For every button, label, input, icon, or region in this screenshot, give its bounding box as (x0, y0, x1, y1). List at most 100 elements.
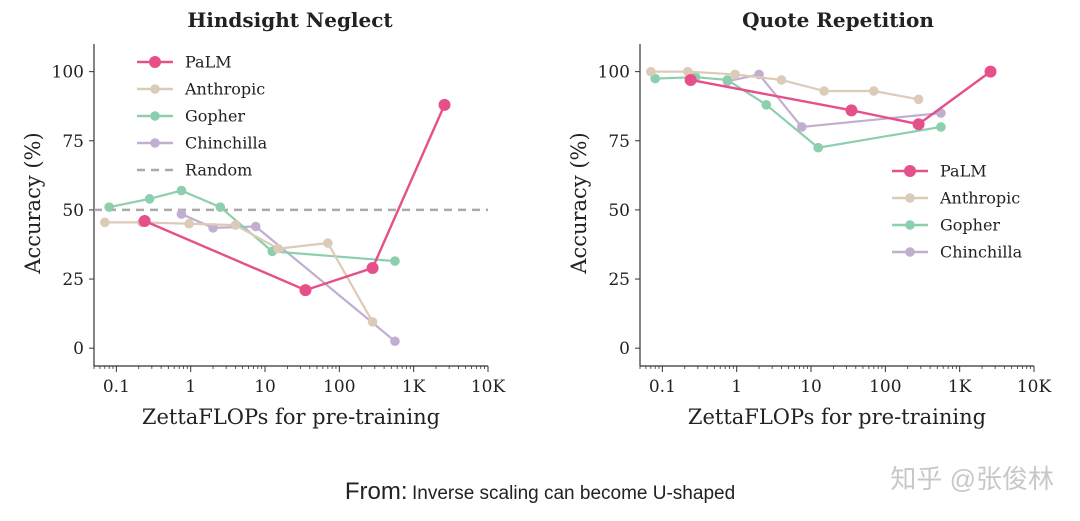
data-point-chinchilla (176, 209, 187, 219)
x-tick-label: 100 (323, 377, 355, 397)
data-point-gopher (761, 100, 772, 110)
chart-title: Quote Repetition (742, 8, 934, 32)
series-chinchilla (176, 209, 400, 347)
legend: PaLM Anthropic Gopher Chinchilla (892, 162, 1023, 262)
series-anthropic (100, 217, 378, 327)
data-point-gopher (104, 202, 114, 212)
y-tick-label: 25 (608, 270, 630, 290)
y-tick-label: 75 (608, 132, 630, 152)
chart-title: Hindsight Neglect (187, 8, 393, 32)
legend-label-random: Random (185, 161, 252, 180)
y-tick-label: 25 (62, 270, 84, 290)
data-point-gopher (176, 185, 187, 196)
x-tick-label: 0.1 (103, 377, 130, 397)
legend-marker-gopher (905, 220, 915, 230)
x-axis-label: ZettaFLOPs for pre-training (688, 405, 986, 429)
data-point-palm (984, 65, 997, 78)
data-point-chinchilla (796, 122, 807, 132)
series-gopher (104, 185, 400, 266)
series-anthropic (646, 66, 924, 105)
y-tick-label: 75 (62, 132, 84, 152)
legend-label-chinchilla: Chinchilla (940, 243, 1023, 262)
data-point-gopher (144, 194, 155, 204)
legend-label-chinchilla: Chinchilla (185, 134, 268, 153)
data-point-gopher (936, 122, 946, 132)
data-point-chinchilla (250, 221, 261, 232)
series-line-anthropic (104, 221, 374, 323)
data-point-gopher (650, 73, 660, 84)
data-point-palm (138, 214, 151, 227)
x-tick-label: 10 (800, 377, 822, 397)
y-axis-label: Accuracy (%) (21, 132, 45, 274)
legend-label-palm: PaLM (185, 53, 232, 72)
legend-label-gopher: Gopher (940, 216, 1000, 235)
x-tick-label: 1K (948, 377, 972, 397)
data-point-anthropic (367, 317, 378, 327)
series-line-chinchilla (727, 73, 942, 129)
legend-marker-chinchilla (905, 247, 915, 257)
data-point-gopher (722, 75, 733, 85)
data-point-anthropic (730, 69, 740, 80)
chart-hindsight-neglect: Hindsight Neglect 0 25 50 75 100 0.1 1 10 100 1K 10… (21, 8, 505, 429)
x-tick-label: 1K (402, 377, 426, 397)
caption-text: Inverse scaling can become U-shaped (411, 483, 736, 504)
series-line-palm (144, 104, 446, 292)
legend-label-palm: PaLM (940, 162, 987, 181)
data-point-palm (684, 73, 697, 86)
y-tick-label: 0 (73, 339, 84, 359)
data-point-anthropic (230, 220, 241, 230)
data-point-anthropic (913, 94, 924, 105)
legend-label-gopher: Gopher (185, 107, 245, 126)
series-line-gopher (655, 76, 942, 149)
series-line-palm (690, 70, 992, 126)
data-point-anthropic (323, 238, 333, 248)
y-tick-label: 50 (62, 201, 84, 221)
caption-from-label: From: (344, 478, 408, 505)
series-palm (138, 98, 451, 297)
data-point-anthropic (776, 75, 787, 85)
y-tick-label: 0 (619, 339, 630, 359)
data-point-anthropic (100, 217, 110, 228)
y-tick-label: 50 (608, 201, 630, 221)
data-point-palm (299, 284, 312, 297)
y-axis-label: Accuracy (%) (567, 132, 591, 274)
data-point-anthropic (273, 243, 283, 254)
data-point-palm (845, 104, 858, 117)
data-point-gopher (390, 256, 400, 266)
chart-quote-repetition: Quote Repetition 0 25 50 75 100 0.1 1 10 100 1K 10K… (567, 8, 1051, 429)
legend-label-anthropic: Anthropic (939, 189, 1020, 208)
data-point-palm (438, 98, 451, 111)
legend-label-anthropic: Anthropic (184, 80, 265, 99)
x-tick-label: 10K (1017, 377, 1052, 397)
x-tick-label: 100 (869, 377, 901, 397)
x-tick-label: 10 (254, 377, 276, 397)
series-line-gopher (108, 189, 396, 263)
legend-marker-anthropic (150, 84, 160, 94)
data-point-anthropic (869, 86, 879, 96)
data-point-chinchilla (390, 336, 400, 347)
legend-marker-chinchilla (150, 138, 160, 148)
x-tick-label: 0.1 (649, 377, 676, 397)
series-line-chinchilla (180, 213, 396, 343)
x-axis-label: ZettaFLOPs for pre-training (142, 405, 440, 429)
data-point-gopher (813, 142, 824, 153)
watermark: 知乎 @张俊林 (890, 464, 1054, 494)
data-point-palm (366, 261, 379, 274)
data-point-anthropic (819, 86, 829, 96)
figure-caption: From: Inverse scaling can become U-shape… (0, 478, 1080, 506)
legend-marker-anthropic (905, 193, 915, 203)
x-tick-label: 1 (185, 377, 196, 397)
y-tick-label: 100 (598, 63, 630, 83)
legend-marker-gopher (150, 111, 160, 121)
data-point-anthropic (184, 218, 194, 229)
data-point-anthropic (646, 66, 656, 77)
y-tick-label: 100 (52, 63, 84, 83)
data-point-gopher (215, 202, 226, 212)
data-point-palm (912, 118, 925, 131)
series-palm (684, 65, 997, 131)
legend-marker-palm (149, 56, 161, 68)
legend: PaLM Anthropic Gopher Chinchilla Random (137, 53, 268, 180)
x-tick-label: 10K (471, 377, 506, 397)
x-tick-label: 1 (731, 377, 742, 397)
